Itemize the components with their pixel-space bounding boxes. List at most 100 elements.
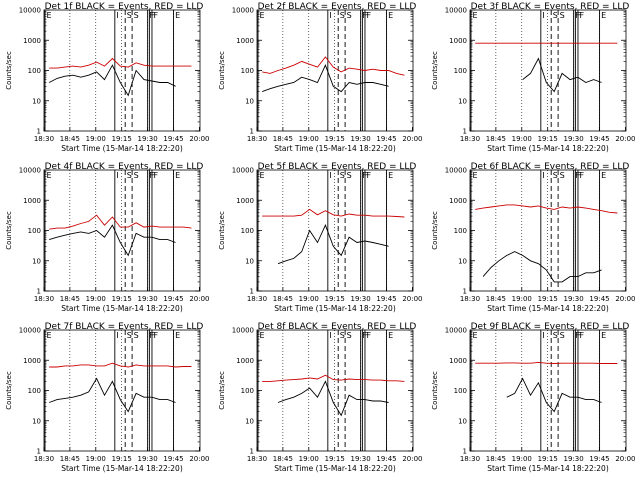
y-tick-label: 1 bbox=[463, 448, 467, 456]
series-line-lld bbox=[49, 362, 192, 368]
y-tick-label: 100 bbox=[241, 227, 254, 235]
event-marker-label: E bbox=[473, 11, 478, 20]
x-tick-label: 20:00 bbox=[615, 455, 635, 463]
event-marker-label: F bbox=[579, 331, 584, 340]
event-marker-label: S bbox=[127, 11, 132, 20]
event-marker-label: E bbox=[47, 11, 52, 20]
y-axis-label: Counts/sec bbox=[218, 51, 226, 90]
event-marker-label: F bbox=[151, 331, 156, 340]
event-marker-label: F bbox=[579, 171, 584, 180]
y-tick-label: 1 bbox=[463, 128, 467, 136]
series-line-lld bbox=[262, 374, 405, 382]
y-tick-label: 100 bbox=[28, 67, 41, 75]
event-marker-label: E bbox=[601, 171, 606, 180]
x-tick-label: 19:45 bbox=[376, 135, 396, 143]
x-tick-label: 19:30 bbox=[564, 135, 584, 143]
chart-panel-9: Det 9f BLACK = Events, RED = LLD 18:30 18:… bbox=[431, 322, 636, 473]
event-marker-label: F bbox=[153, 331, 158, 340]
y-tick-label: 1000 bbox=[23, 197, 41, 205]
event-marker-label: E bbox=[601, 11, 606, 20]
y-tick-label: 10 bbox=[32, 257, 41, 265]
event-marker-label: I bbox=[329, 331, 331, 340]
x-tick-label: 19:30 bbox=[351, 455, 371, 463]
y-tick-label: 100 bbox=[241, 67, 254, 75]
y-tick-label: 100 bbox=[28, 227, 41, 235]
x-tick-label: 20:00 bbox=[189, 295, 209, 303]
event-marker-label: S bbox=[553, 11, 558, 20]
x-tick-label: 18:30 bbox=[34, 295, 54, 303]
chart-panel-8: Det 8f BLACK = Events, RED = LLD 18:30 18:… bbox=[218, 322, 423, 473]
x-tick-label: 19:45 bbox=[589, 295, 609, 303]
x-tick-label: 19:30 bbox=[564, 455, 584, 463]
y-axis-label: Counts/sec bbox=[218, 371, 226, 410]
event-marker-label: S bbox=[340, 171, 345, 180]
panel-title: Det 2f BLACK = Events, RED = LLD bbox=[258, 2, 417, 12]
x-tick-label: 19:45 bbox=[163, 135, 183, 143]
event-marker-label: S bbox=[134, 11, 139, 20]
y-tick-label: 1 bbox=[250, 288, 254, 296]
chart-panel-2: Det 2f BLACK = Events, RED = LLD 18:30 18:… bbox=[218, 2, 423, 153]
panel-title: Det 5f BLACK = Events, RED = LLD bbox=[258, 162, 417, 172]
event-marker-label: E bbox=[601, 331, 606, 340]
y-tick-label: 100 bbox=[241, 387, 254, 395]
y-tick-label: 10000 bbox=[19, 7, 41, 15]
x-tick-label: 19:15 bbox=[325, 455, 345, 463]
x-tick-label: 19:15 bbox=[538, 135, 558, 143]
x-tick-label: 18:45 bbox=[60, 135, 80, 143]
chart-panel-4: Det 4f BLACK = Events, RED = LLD 18:30 18:… bbox=[5, 162, 210, 313]
event-marker-label: I bbox=[116, 11, 118, 20]
series-line-lld bbox=[262, 56, 405, 76]
y-tick-label: 10 bbox=[245, 417, 254, 425]
y-tick-label: 1 bbox=[37, 128, 41, 136]
event-marker-label: I bbox=[542, 331, 544, 340]
event-marker-label: E bbox=[388, 11, 393, 20]
y-tick-label: 10000 bbox=[232, 167, 254, 175]
event-marker-label: F bbox=[364, 171, 369, 180]
event-marker-label: I bbox=[542, 11, 544, 20]
x-tick-label: 19:00 bbox=[512, 295, 532, 303]
panel-title: Det 4f BLACK = Events, RED = LLD bbox=[45, 162, 204, 172]
event-marker-label: I bbox=[542, 171, 544, 180]
x-tick-label: 20:00 bbox=[402, 295, 422, 303]
series-line-events bbox=[277, 380, 389, 417]
event-marker-label: S bbox=[553, 331, 558, 340]
y-tick-label: 1000 bbox=[236, 197, 254, 205]
series-line-events bbox=[506, 377, 602, 413]
x-tick-label: 19:45 bbox=[376, 295, 396, 303]
x-tick-label: 19:00 bbox=[86, 455, 106, 463]
event-marker-label: F bbox=[577, 331, 582, 340]
event-marker-label: E bbox=[47, 331, 52, 340]
x-tick-label: 19:00 bbox=[512, 455, 532, 463]
series-line-events bbox=[522, 57, 602, 93]
x-tick-label: 18:45 bbox=[486, 455, 506, 463]
x-axis-label: Start Time (15-Mar-14 18:22:20) bbox=[487, 144, 609, 153]
y-tick-label: 10000 bbox=[232, 327, 254, 335]
event-marker-label: E bbox=[260, 331, 265, 340]
y-tick-label: 1 bbox=[37, 448, 41, 456]
y-tick-label: 100 bbox=[454, 227, 467, 235]
series-line-events bbox=[48, 64, 176, 97]
event-marker-label: F bbox=[366, 11, 371, 20]
chart-panel-3: Det 3f BLACK = Events, RED = LLD 18:30 18:… bbox=[431, 2, 636, 153]
event-marker-label: F bbox=[153, 171, 158, 180]
x-tick-label: 18:45 bbox=[486, 295, 506, 303]
series-line-lld bbox=[49, 214, 192, 230]
series-line-events bbox=[49, 224, 176, 257]
event-marker-label: F bbox=[151, 11, 156, 20]
x-tick-label: 18:45 bbox=[60, 295, 80, 303]
x-tick-label: 18:30 bbox=[247, 135, 267, 143]
event-marker-label: E bbox=[175, 331, 180, 340]
x-tick-label: 19:00 bbox=[299, 295, 319, 303]
x-tick-label: 18:30 bbox=[247, 455, 267, 463]
x-tick-label: 20:00 bbox=[615, 295, 635, 303]
event-marker-label: S bbox=[127, 171, 132, 180]
x-tick-label: 18:45 bbox=[273, 135, 293, 143]
y-tick-label: 1000 bbox=[23, 37, 41, 45]
event-marker-label: E bbox=[388, 171, 393, 180]
event-marker-label: E bbox=[47, 171, 52, 180]
x-axis-label: Start Time (15-Mar-14 18:22:20) bbox=[487, 304, 609, 313]
x-tick-label: 19:30 bbox=[564, 295, 584, 303]
plot-frame bbox=[469, 9, 627, 132]
y-tick-label: 10000 bbox=[19, 327, 41, 335]
x-tick-label: 19:45 bbox=[163, 295, 183, 303]
